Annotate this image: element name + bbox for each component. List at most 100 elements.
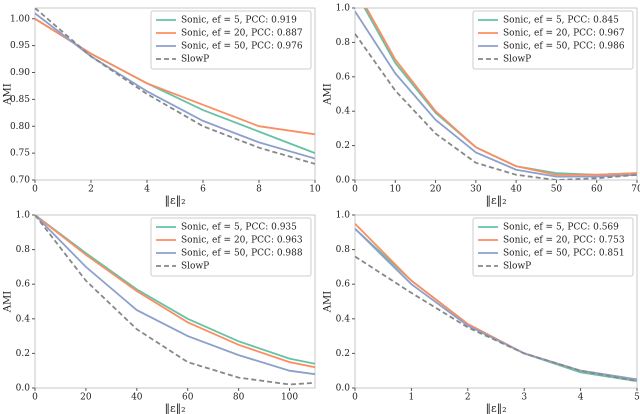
legend-label: Sonic, ef = 50, PCC: 0.986 (503, 42, 625, 52)
legend-label: Sonic, ef = 5, PCC: 0.845 (503, 16, 619, 26)
y-tick-label: 0.85 (10, 95, 30, 105)
y-tick-label: 0.4 (336, 314, 351, 324)
legend-label: Sonic, ef = 20, PCC: 0.753 (503, 236, 625, 246)
y-tick-label: 0.6 (16, 280, 31, 290)
x-tick-label: 5 (634, 393, 640, 403)
x-axis-label: ‖ε‖₂ (164, 402, 185, 414)
legend-label: Sonic, ef = 20, PCC: 0.963 (181, 236, 303, 246)
series-line (35, 12, 315, 160)
x-tick-label: 10 (390, 185, 402, 195)
x-tick-label: 0 (352, 393, 358, 403)
series-line (35, 18, 315, 136)
legend-label: SlowP (503, 262, 531, 272)
y-tick-label: 0.90 (10, 68, 30, 78)
series-line (35, 8, 315, 165)
x-tick-label: 40 (510, 185, 522, 195)
y-axis-label: AMI (323, 83, 334, 105)
x-tick-label: 4 (144, 185, 150, 195)
x-tick-label: 60 (591, 185, 603, 195)
legend: Sonic, ef = 5, PCC: 0.569 Sonic, ef = 20,… (472, 217, 634, 277)
legend-label: Sonic, ef = 20, PCC: 0.967 (503, 29, 625, 39)
subplot: 0 1 2 3 4 5 0.0 0.2 0.4 0.6 0.8 1.0 ‖ε‖₂ AMI Sonic, ef… (323, 211, 640, 414)
y-tick-label: 0.0 (336, 176, 351, 186)
plot-lines (35, 8, 315, 165)
legend-label: Sonic, ef = 50, PCC: 0.988 (181, 249, 303, 259)
y-axis-label: AMI (323, 291, 334, 313)
plot-lines (35, 215, 315, 386)
legend-box (472, 10, 634, 70)
legend-label: Sonic, ef = 50, PCC: 0.851 (503, 249, 625, 259)
legend-box (150, 217, 312, 277)
y-tick-label: 1.00 (10, 14, 30, 24)
y-tick-label: 0.2 (336, 141, 350, 151)
legend-box (150, 10, 312, 70)
x-tick-label: 0 (32, 393, 38, 403)
legend-label: Sonic, ef = 50, PCC: 0.976 (181, 42, 303, 52)
y-tick-label: 0.6 (336, 280, 351, 290)
y-tick-label: 0.95 (10, 41, 30, 51)
y-tick-label: 0.8 (336, 38, 351, 48)
subplot: 0 10 20 30 40 50 60 70 0.0 0.2 0.4 0.6 0.8 1.0 ‖ε‖₂ AMI… (323, 4, 640, 209)
x-tick-label: 20 (430, 185, 442, 195)
y-tick-label: 0.75 (10, 149, 30, 159)
x-axis-label: ‖ε‖₂ (485, 402, 506, 414)
legend-label: SlowP (181, 262, 209, 272)
legend: Sonic, ef = 5, PCC: 0.845 Sonic, ef = 20,… (472, 10, 634, 70)
x-tick-label: 50 (551, 185, 563, 195)
x-tick-label: 100 (281, 393, 298, 403)
y-tick-label: 0.0 (16, 384, 31, 394)
x-tick-label: 60 (182, 393, 194, 403)
x-tick-label: 10 (309, 185, 321, 195)
x-tick-label: 2 (465, 393, 471, 403)
legend-label: Sonic, ef = 5, PCC: 0.935 (181, 223, 297, 233)
x-tick-label: 20 (80, 393, 92, 403)
x-axis-label: ‖ε‖₂ (485, 194, 506, 208)
legend: Sonic, ef = 5, PCC: 0.919 Sonic, ef = 20,… (150, 10, 312, 70)
legend-label: Sonic, ef = 20, PCC: 0.887 (181, 29, 303, 39)
subplot: 0 2 4 6 8 10 0.70 0.75 0.80 0.85 0.90 0.95 1.00 ‖ε‖₂ A… (3, 7, 321, 208)
y-tick-label: 0.80 (10, 122, 30, 132)
x-tick-label: 0 (32, 185, 38, 195)
legend-box (472, 217, 634, 277)
x-tick-label: 70 (631, 185, 640, 195)
x-tick-label: 8 (256, 185, 262, 195)
x-tick-label: 1 (409, 393, 415, 403)
y-tick-label: 1.0 (336, 4, 351, 14)
y-tick-label: 0.4 (16, 314, 31, 324)
legend-label: SlowP (503, 55, 531, 65)
x-tick-label: 80 (233, 393, 245, 403)
x-tick-label: 30 (470, 185, 482, 195)
y-axis-label: AMI (3, 291, 14, 313)
series-line (35, 215, 315, 365)
y-tick-label: 0.8 (16, 245, 31, 255)
series-line (355, 10, 637, 178)
x-tick-label: 3 (521, 393, 527, 403)
y-tick-label: 0.2 (336, 349, 350, 359)
x-tick-label: 40 (131, 393, 143, 403)
series-line (35, 215, 315, 386)
x-axis-label: ‖ε‖₂ (164, 194, 185, 208)
y-tick-label: 0.6 (336, 72, 351, 82)
subplot: 0 20 40 60 80 100 0.0 0.2 0.4 0.6 0.8 1.0 ‖ε‖₂ AMI Son… (3, 211, 316, 414)
y-tick-label: 0.4 (336, 107, 351, 117)
legend-label: Sonic, ef = 5, PCC: 0.569 (503, 223, 619, 233)
series-line (355, 255, 637, 382)
x-tick-label: 6 (200, 185, 206, 195)
y-axis-label: AMI (3, 83, 14, 105)
series-line (35, 215, 315, 376)
y-tick-label: 1.0 (336, 211, 351, 221)
legend-label: SlowP (181, 55, 209, 65)
y-tick-label: 0.8 (336, 245, 351, 255)
y-tick-label: 1.0 (16, 211, 31, 221)
x-tick-label: 2 (88, 185, 94, 195)
plot-lines (355, 223, 637, 382)
y-tick-label: 0.2 (16, 349, 30, 359)
x-tick-label: 0 (352, 185, 358, 195)
series-line (365, 8, 637, 176)
legend-label: Sonic, ef = 5, PCC: 0.919 (181, 16, 297, 26)
y-tick-label: 0.0 (336, 384, 351, 394)
plot-lines (355, 8, 637, 180)
y-tick-label: 0.70 (10, 176, 30, 186)
legend: Sonic, ef = 5, PCC: 0.935 Sonic, ef = 20,… (150, 217, 312, 277)
